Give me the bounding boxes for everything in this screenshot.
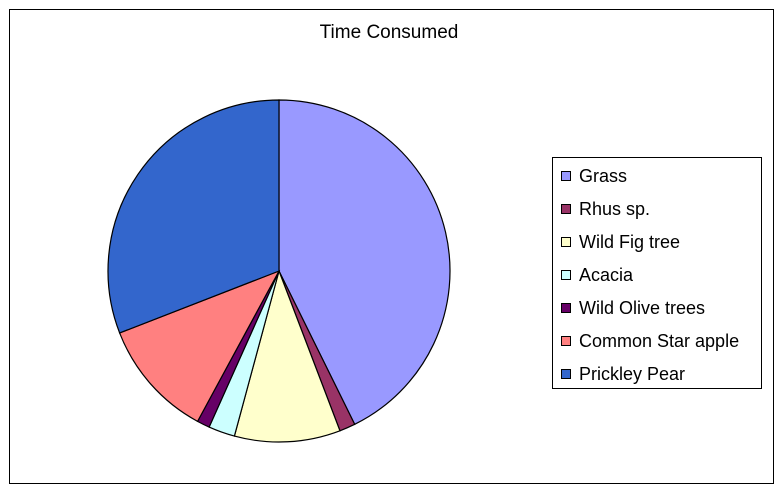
legend-swatch bbox=[561, 303, 571, 313]
pie-slice-wild-fig-tree bbox=[233, 269, 341, 443]
legend-swatch bbox=[561, 204, 571, 214]
chart-title: Time Consumed bbox=[319, 22, 459, 43]
legend-swatch bbox=[561, 270, 571, 280]
legend-label: Rhus sp. bbox=[579, 198, 651, 219]
legend-item-prickley-pear: Prickley Pear bbox=[561, 361, 685, 387]
legend-label: Wild Fig tree bbox=[579, 231, 681, 252]
legend-swatch bbox=[561, 369, 571, 379]
legend-swatch bbox=[561, 237, 571, 247]
legend-item-acacia: Acacia bbox=[561, 262, 633, 288]
legend-item-grass: Grass bbox=[561, 163, 627, 189]
legend-item-rhus-sp: Rhus sp. bbox=[561, 196, 650, 222]
legend-item-wild-fig-tree: Wild Fig tree bbox=[561, 229, 680, 255]
legend-label: Wild Olive trees bbox=[579, 297, 706, 318]
pie-slice-prickley-pear bbox=[107, 99, 280, 334]
legend-label: Acacia bbox=[579, 264, 634, 285]
legend-swatch bbox=[561, 171, 571, 181]
legend-label: Grass bbox=[579, 165, 628, 186]
legend-item-wild-olive-trees: Wild Olive trees bbox=[561, 295, 705, 321]
legend: Grass Rhus sp. Wild Fig tree Acacia Wild Oli… bbox=[552, 157, 762, 389]
pie-slice-grass bbox=[278, 99, 451, 426]
pie-slice-common-star-apple bbox=[118, 269, 281, 423]
legend-item-common-star-apple: Common Star apple bbox=[561, 328, 739, 354]
legend-label: Prickley Pear bbox=[579, 363, 686, 384]
legend-label: Common Star apple bbox=[579, 330, 740, 351]
legend-swatch bbox=[561, 336, 571, 346]
